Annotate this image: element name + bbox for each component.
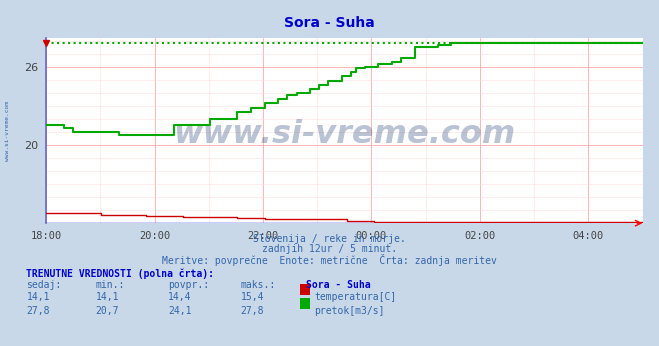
Text: Sora - Suha: Sora - Suha (306, 280, 371, 290)
Text: 15,4: 15,4 (241, 292, 264, 302)
Text: zadnjih 12ur / 5 minut.: zadnjih 12ur / 5 minut. (262, 244, 397, 254)
Text: 14,1: 14,1 (26, 292, 50, 302)
Text: temperatura[C]: temperatura[C] (314, 292, 397, 302)
Text: 14,4: 14,4 (168, 292, 192, 302)
Text: Slovenija / reke in morje.: Slovenija / reke in morje. (253, 234, 406, 244)
Text: maks.:: maks.: (241, 280, 275, 290)
Text: Sora - Suha: Sora - Suha (284, 16, 375, 29)
Text: 24,1: 24,1 (168, 306, 192, 316)
Text: 14,1: 14,1 (96, 292, 119, 302)
Text: www.si-vreme.com: www.si-vreme.com (173, 119, 515, 150)
Text: www.si-vreme.com: www.si-vreme.com (5, 101, 11, 162)
Text: povpr.:: povpr.: (168, 280, 209, 290)
Text: sedaj:: sedaj: (26, 280, 61, 290)
Text: 27,8: 27,8 (241, 306, 264, 316)
Text: TRENUTNE VREDNOSTI (polna črta):: TRENUTNE VREDNOSTI (polna črta): (26, 268, 214, 279)
Text: 20,7: 20,7 (96, 306, 119, 316)
Text: min.:: min.: (96, 280, 125, 290)
Text: Meritve: povprečne  Enote: metrične  Črta: zadnja meritev: Meritve: povprečne Enote: metrične Črta:… (162, 254, 497, 266)
Text: pretok[m3/s]: pretok[m3/s] (314, 306, 385, 316)
Text: 27,8: 27,8 (26, 306, 50, 316)
